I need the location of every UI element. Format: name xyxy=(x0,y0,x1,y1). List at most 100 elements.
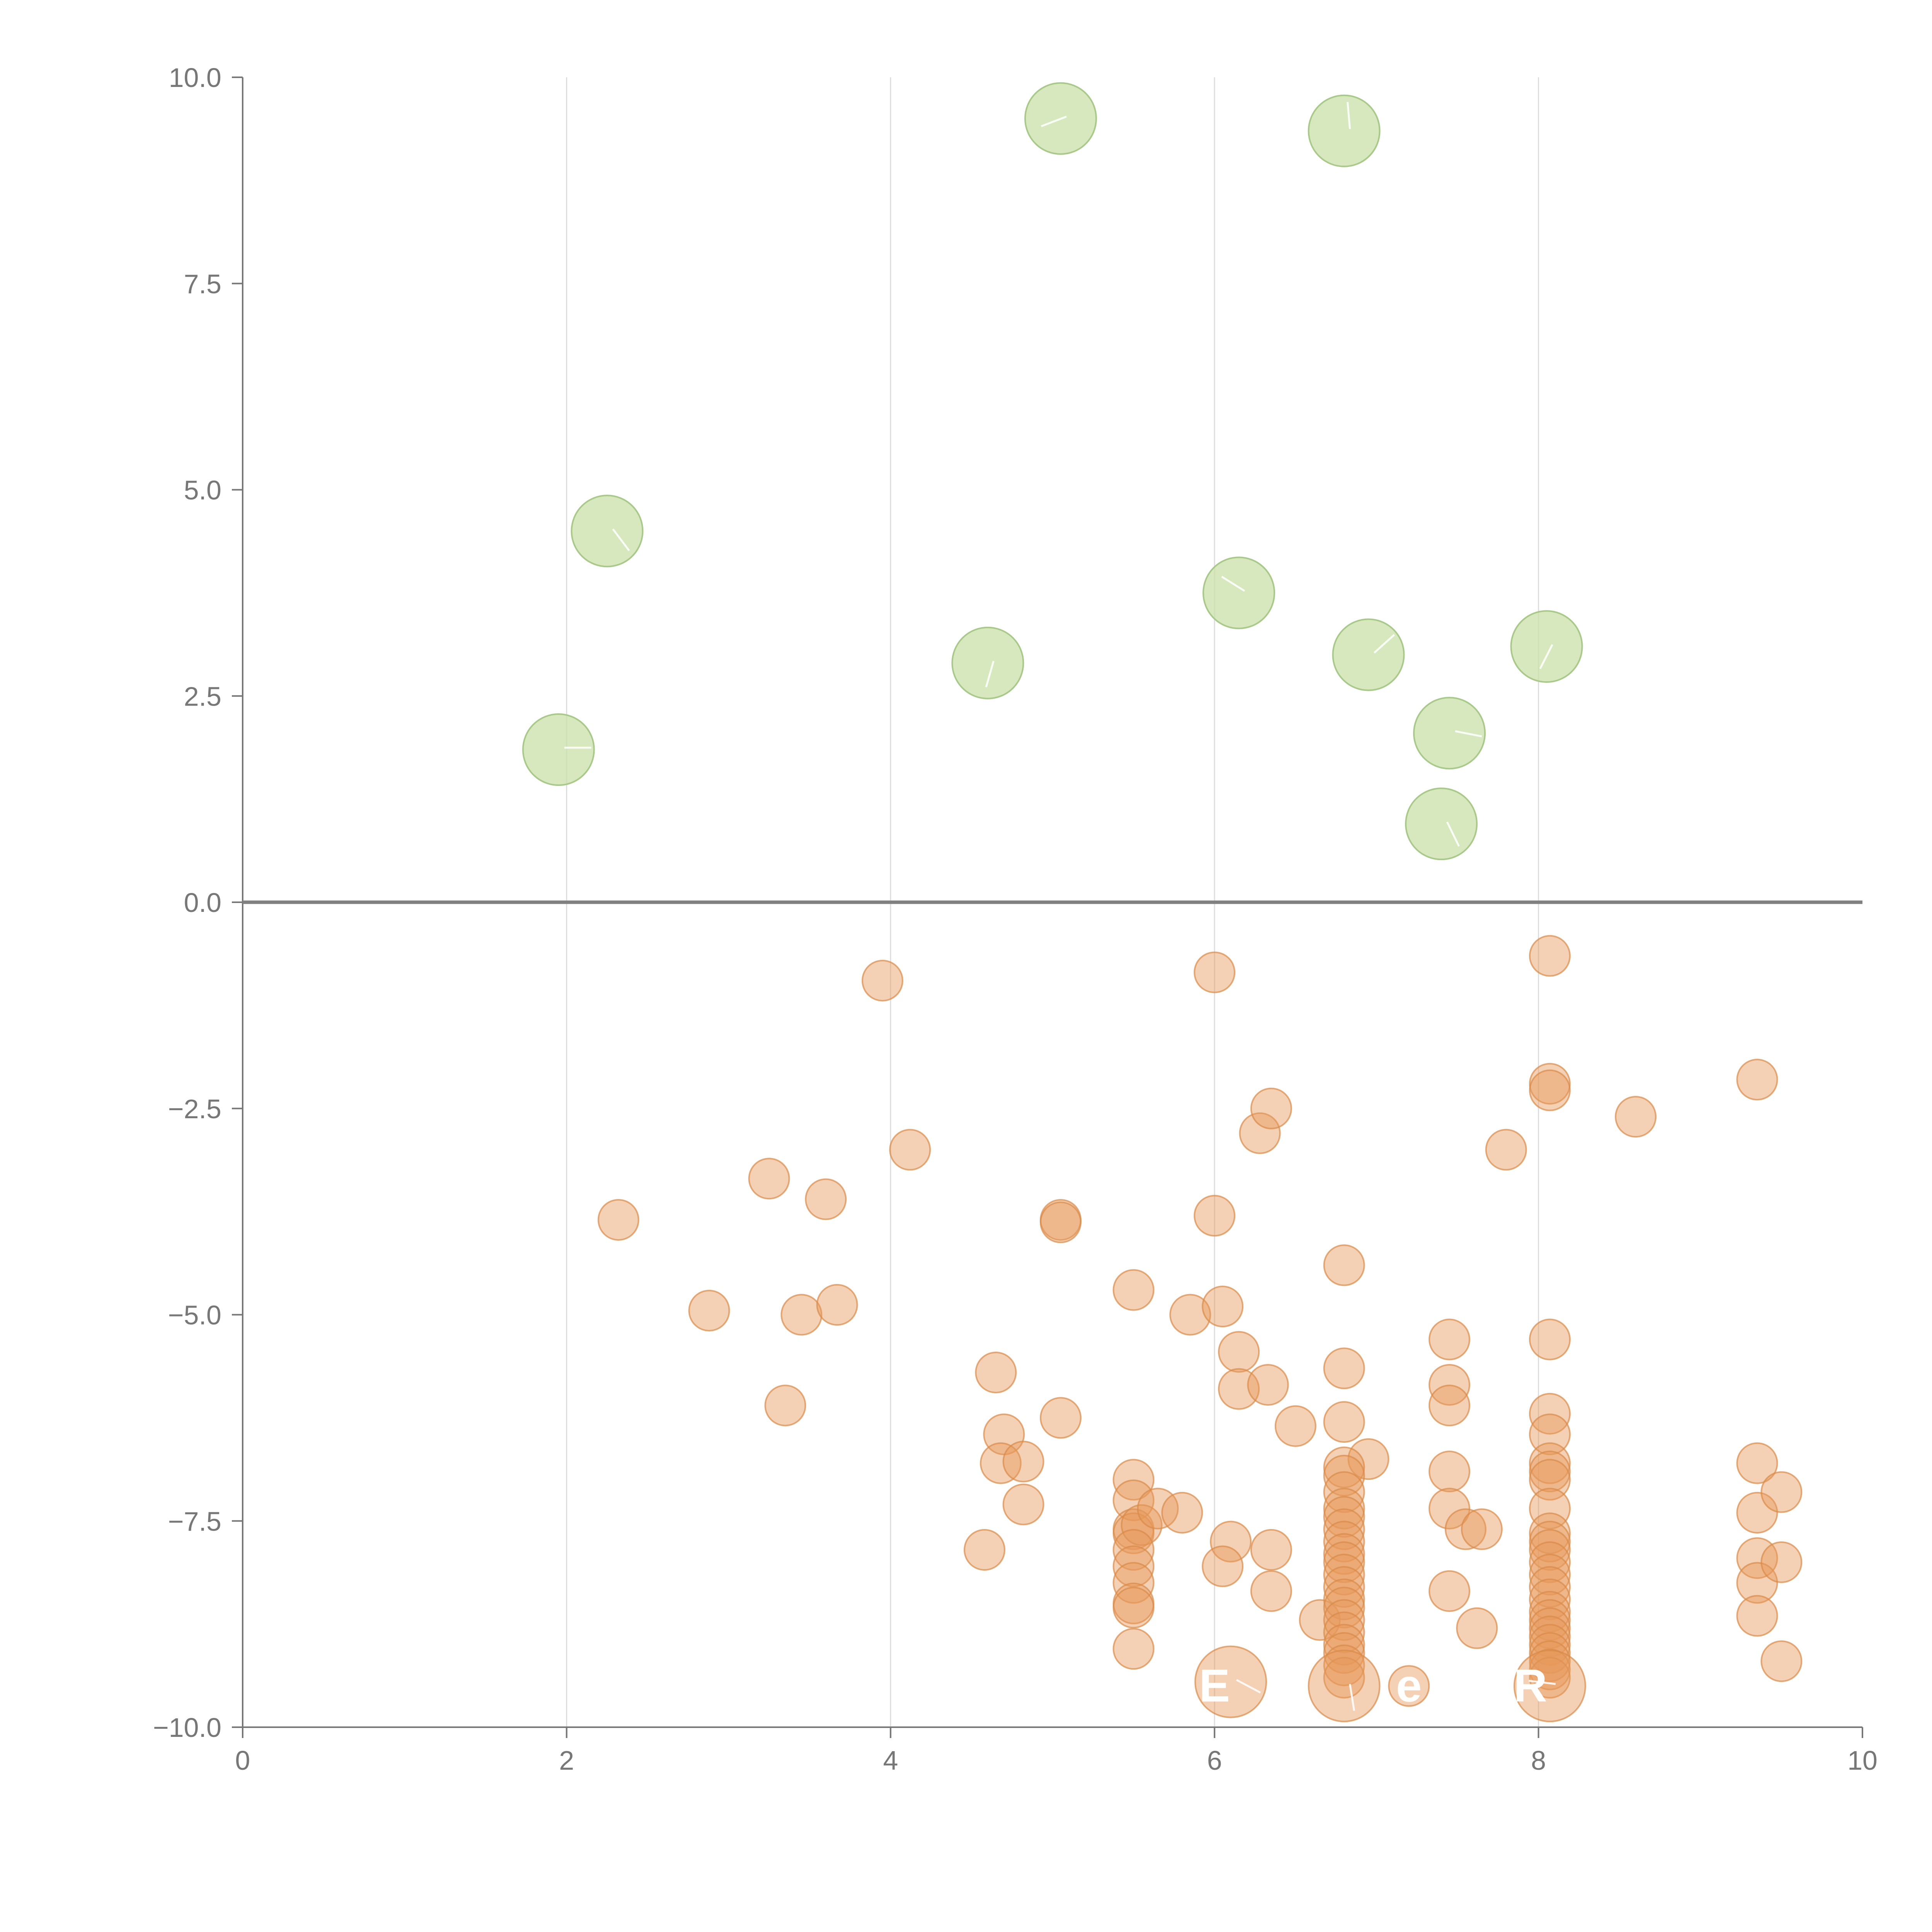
point-s1-25 xyxy=(1002,1483,1044,1526)
point-s1-95 xyxy=(1529,1541,1571,1583)
point-s0-4 xyxy=(1202,556,1276,629)
point-s1-75 xyxy=(1323,1656,1365,1699)
point-s1-5 xyxy=(805,1178,847,1220)
point-s0-6 xyxy=(1332,618,1405,691)
x-tick-label-3: 6 xyxy=(1207,1745,1222,1776)
point-s1-28 xyxy=(1112,1269,1155,1311)
highlight-s0-4 xyxy=(1221,576,1245,592)
point-s1-19 xyxy=(816,1284,858,1326)
x-tick-label-0: 0 xyxy=(235,1745,250,1776)
point-s1-81 xyxy=(1429,1570,1471,1612)
point-s1-35 xyxy=(1112,1545,1155,1587)
point-s1-26 xyxy=(963,1529,1005,1571)
point-s1-111 xyxy=(1736,1562,1778,1604)
point-s1-66 xyxy=(1323,1554,1365,1596)
point-s1-108 xyxy=(1736,1442,1778,1484)
point-s1-76 xyxy=(1429,1318,1471,1361)
y-tick-label-7: 7.5 xyxy=(184,269,221,299)
y-tick-label-8: 10.0 xyxy=(169,63,221,93)
point-s0-8 xyxy=(1405,787,1478,861)
inner-label-2: R xyxy=(1514,1660,1547,1711)
point-s1-116 xyxy=(1194,1645,1267,1718)
point-s1-89 xyxy=(1529,1451,1571,1493)
point-s1-119 xyxy=(1513,1650,1586,1723)
point-s1-14 xyxy=(1529,1069,1571,1111)
highlight-s0-5 xyxy=(1346,102,1351,129)
y-tick-label-6: 5.0 xyxy=(184,475,221,505)
point-s1-46 xyxy=(1247,1364,1289,1406)
point-s1-102 xyxy=(1529,1616,1571,1658)
point-s1-24 xyxy=(1002,1440,1044,1483)
point-s1-47 xyxy=(1274,1405,1316,1447)
point-s1-113 xyxy=(1760,1471,1803,1513)
y-tick-label-0: −10.0 xyxy=(153,1713,221,1743)
point-s1-20 xyxy=(764,1384,806,1427)
point-s1-18 xyxy=(781,1294,823,1336)
y-tick-label-1: −7.5 xyxy=(168,1506,221,1536)
point-s1-91 xyxy=(1529,1488,1571,1530)
point-s1-106 xyxy=(1529,1648,1571,1690)
data-points xyxy=(522,82,1803,1723)
highlight-s1-117 xyxy=(1349,1684,1355,1711)
highlight-s0-9 xyxy=(1539,644,1553,669)
point-s1-82 xyxy=(1444,1508,1486,1550)
point-s1-117 xyxy=(1308,1650,1381,1723)
point-s1-15 xyxy=(1615,1096,1657,1138)
y-tick-label-4: 0.0 xyxy=(184,888,221,918)
point-s1-48 xyxy=(1210,1520,1252,1563)
point-s1-107 xyxy=(1529,1656,1571,1699)
point-s1-115 xyxy=(1760,1640,1803,1682)
point-s1-118 xyxy=(1388,1665,1430,1707)
point-s0-2 xyxy=(951,626,1024,699)
point-s1-30 xyxy=(1112,1479,1155,1521)
inner-label-0: E xyxy=(1199,1660,1230,1711)
point-s1-83 xyxy=(1461,1508,1503,1550)
point-s1-84 xyxy=(1456,1607,1498,1649)
point-s1-114 xyxy=(1760,1541,1803,1583)
point-s1-96 xyxy=(1529,1554,1571,1596)
highlight-s1-116 xyxy=(1236,1679,1261,1694)
point-s1-34 xyxy=(1112,1529,1155,1571)
point-s1-38 xyxy=(1112,1587,1155,1629)
point-s0-0 xyxy=(522,713,595,786)
highlight-s0-7 xyxy=(1455,730,1482,738)
point-s1-8 xyxy=(1039,1201,1082,1243)
point-s1-65 xyxy=(1323,1541,1365,1583)
point-s1-44 xyxy=(1218,1331,1260,1373)
point-s1-92 xyxy=(1529,1512,1571,1554)
point-s1-1 xyxy=(1194,951,1236,993)
tick-labels: 0 2 4 6 8 10 −10.0 −7.5 −5.0 −2.5 0.0 2.5 5.0 7.5 10.0 xyxy=(153,63,1878,1776)
point-s1-3 xyxy=(597,1199,639,1241)
point-s1-100 xyxy=(1529,1599,1571,1641)
y-tick-label-2: −5.0 xyxy=(168,1300,221,1330)
point-s1-112 xyxy=(1736,1595,1778,1637)
point-s1-27 xyxy=(1039,1397,1082,1439)
highlight-s0-6 xyxy=(1373,634,1395,654)
highlight-s1-119 xyxy=(1529,1680,1556,1685)
point-s1-94 xyxy=(1529,1529,1571,1571)
point-s1-10 xyxy=(1239,1112,1281,1154)
x-tick-label-1: 2 xyxy=(559,1745,574,1776)
point-s1-74 xyxy=(1323,1644,1365,1686)
point-s1-73 xyxy=(1323,1632,1365,1674)
point-s1-58 xyxy=(1323,1454,1365,1497)
point-s1-62 xyxy=(1323,1508,1365,1550)
point-s1-90 xyxy=(1529,1459,1571,1501)
point-s1-85 xyxy=(1529,1318,1571,1361)
point-s1-70 xyxy=(1323,1599,1365,1641)
highlight-s0-8 xyxy=(1446,821,1460,847)
axes xyxy=(232,77,1863,1738)
point-s1-11 xyxy=(1250,1087,1292,1129)
point-s1-69 xyxy=(1323,1587,1365,1629)
point-s1-99 xyxy=(1529,1591,1571,1633)
point-s1-87 xyxy=(1529,1413,1571,1456)
point-s1-49 xyxy=(1202,1545,1244,1587)
highlight-s0-2 xyxy=(985,661,995,687)
point-s1-97 xyxy=(1529,1566,1571,1608)
point-s0-1 xyxy=(571,495,644,568)
point-s1-51 xyxy=(1250,1570,1292,1612)
highlight-s0-1 xyxy=(612,528,630,551)
inner-label-1: e xyxy=(1396,1660,1422,1711)
point-s1-57 xyxy=(1323,1446,1365,1488)
